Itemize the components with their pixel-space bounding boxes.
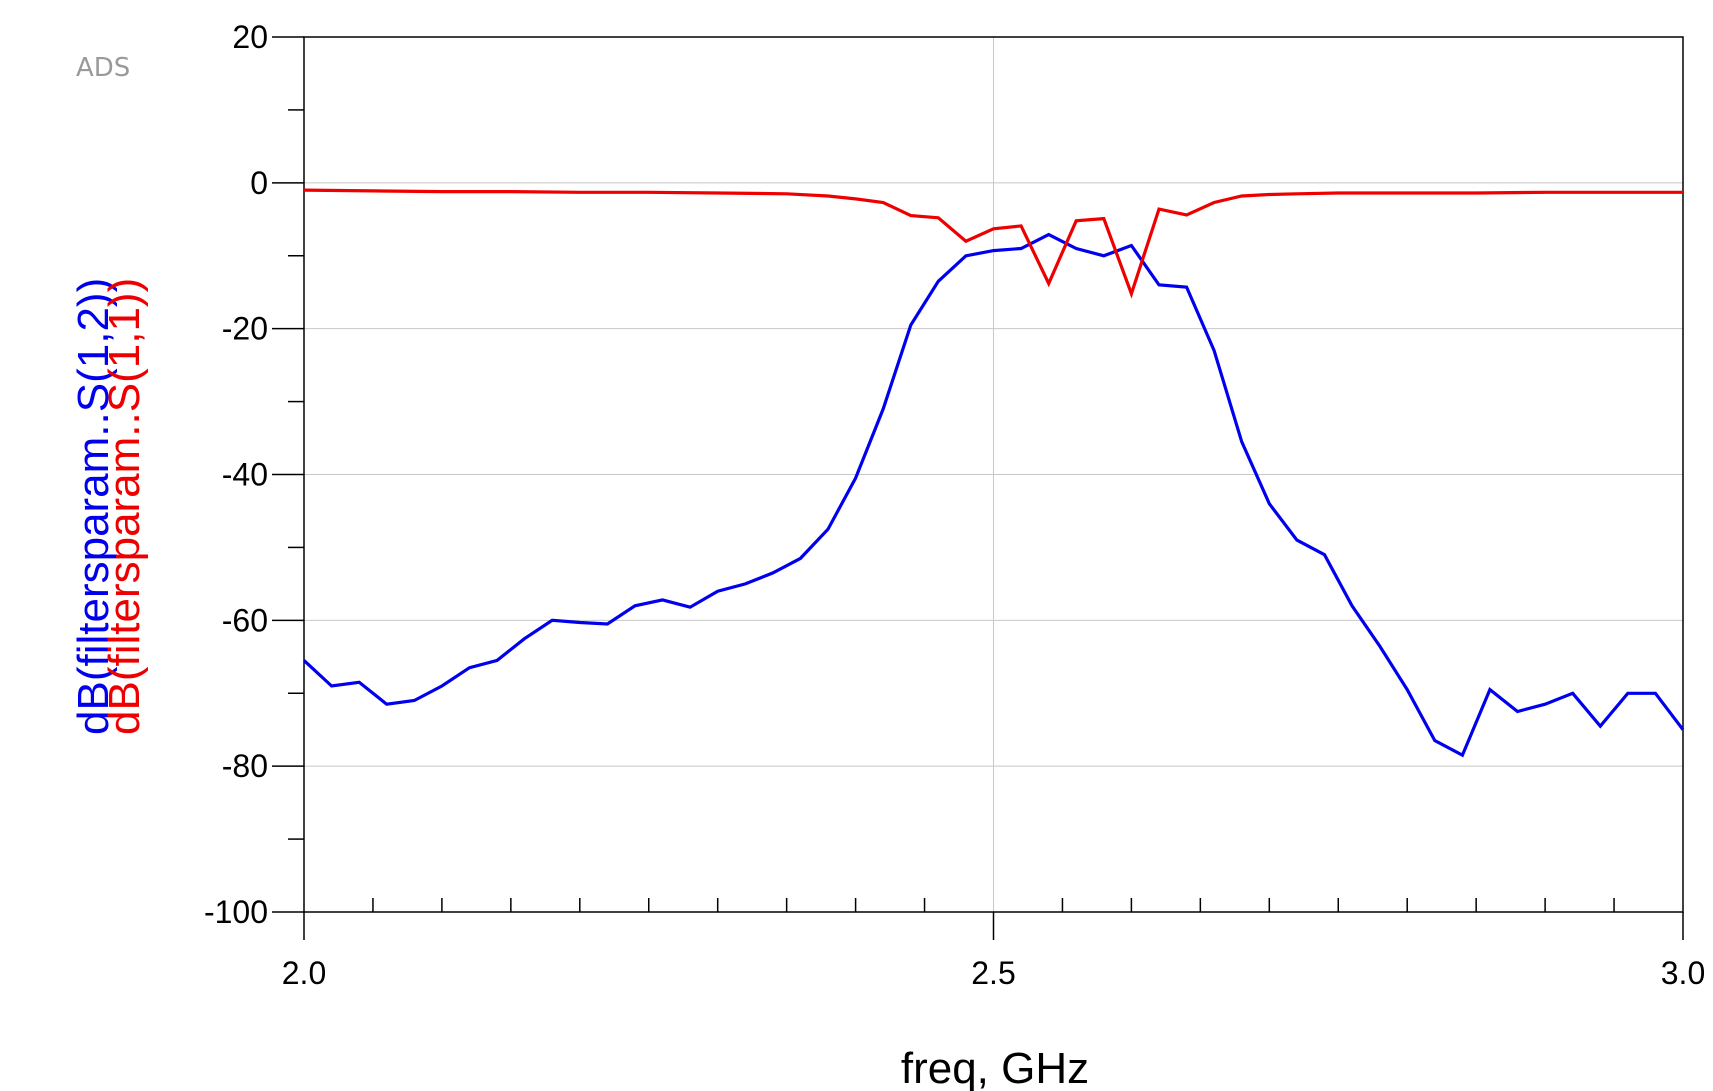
- y-axis-title-s12: dB(filtersparam..S(1,2)): [69, 278, 118, 735]
- y-tick-label: -40: [222, 457, 268, 493]
- series-line-s12: [302, 232, 1685, 758]
- series-line-s11: [303, 188, 1683, 299]
- y-axis-title-s11: dB(filtersparam..S(1,1)): [100, 278, 149, 735]
- x-tick-label: 3.0: [1661, 955, 1705, 991]
- y-tick-label: -100: [204, 894, 268, 930]
- x-tick-labels: 2.0 2.5 3.0: [282, 955, 1705, 991]
- x-tick-label: 2.5: [971, 955, 1015, 991]
- x-axis-title: freq, GHz: [901, 1044, 1089, 1091]
- x-tick-label: 2.0: [282, 955, 326, 991]
- series-lines: [302, 188, 1685, 758]
- grid: [304, 37, 1683, 912]
- axis-ticks: [272, 36, 1684, 940]
- y-axis-title-2: dB(filtersparam..S(1,1)): [100, 278, 149, 735]
- y-tick-label: -80: [222, 748, 268, 784]
- y-tick-label: -20: [222, 311, 268, 347]
- y-tick-label: 0: [250, 165, 268, 201]
- y-axis-title: dB(filtersparam..S(1,2)): [69, 278, 118, 735]
- ads-watermark: ADS: [76, 53, 130, 83]
- y-tick-label: 20: [232, 19, 268, 55]
- y-tick-labels: 20 0 -20 -40 -60 -80 -100: [204, 19, 268, 930]
- y-tick-label: -60: [222, 602, 268, 638]
